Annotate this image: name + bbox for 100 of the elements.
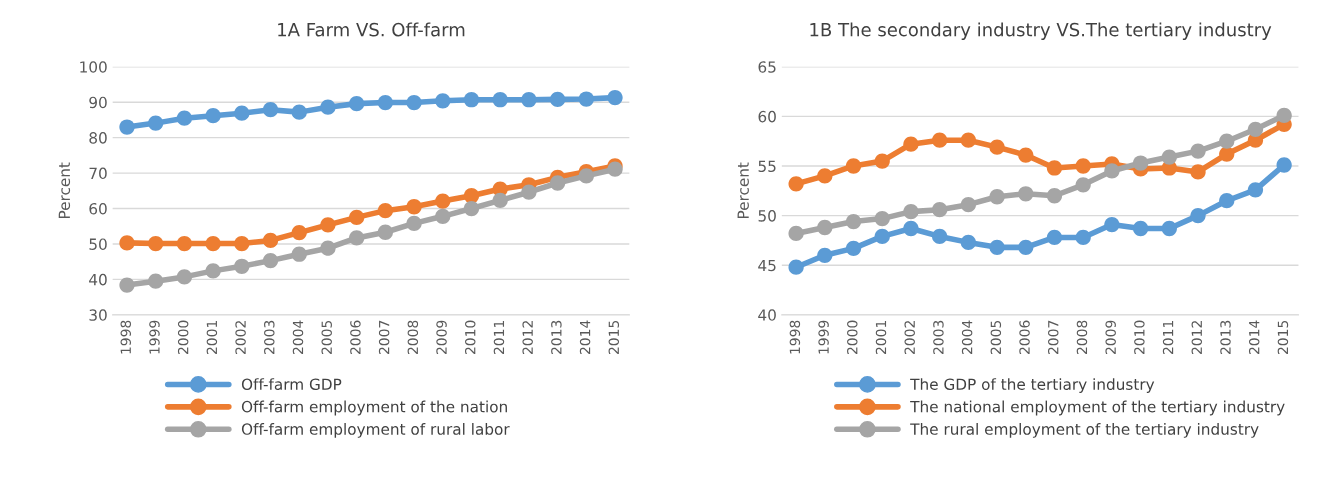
point: [435, 208, 451, 224]
point: [549, 175, 566, 191]
y-tick-label: 45: [758, 259, 776, 272]
point: [1046, 188, 1063, 204]
x-tick-label: 2009: [1105, 320, 1116, 355]
chart-title: 1B The secondary industry VS.The tertiary industry: [810, 22, 1272, 40]
point: [234, 235, 250, 252]
point: [788, 176, 804, 192]
point: [176, 110, 193, 126]
x-tick-label: 2014: [1248, 320, 1260, 355]
point: [234, 258, 250, 274]
point: [1132, 155, 1149, 171]
point: [1075, 229, 1091, 246]
point: [1104, 163, 1120, 179]
point: [377, 94, 393, 111]
point: [435, 93, 451, 109]
point: [845, 158, 862, 174]
x-tick-label: 2008: [407, 320, 419, 355]
x-tick-label: 2013: [1220, 320, 1231, 355]
y-tick-label: 40: [758, 309, 776, 321]
point: [1132, 220, 1149, 237]
x-tick-label: 2009: [436, 320, 447, 355]
x-tick-label: 2005: [990, 320, 1002, 355]
point: [1219, 133, 1235, 149]
x-tick-label: 2011: [1162, 320, 1174, 355]
y-tick-label: 55: [758, 160, 776, 173]
point: [1219, 146, 1235, 162]
point: [119, 119, 135, 135]
point: [989, 139, 1005, 155]
legend-label: Off-farm GDP: [241, 378, 342, 390]
y-tick-label: 60: [89, 202, 107, 215]
x-tick-label: 2000: [847, 320, 858, 355]
point: [148, 273, 164, 289]
x-tick-label: 2000: [177, 320, 189, 355]
legend-label: Off-farm employment of rural labor: [241, 423, 510, 438]
point: [463, 200, 480, 217]
point: [320, 99, 336, 115]
point: [377, 203, 393, 219]
x-tick-label: 2001: [875, 320, 887, 355]
point: [1190, 143, 1206, 159]
point: [1276, 107, 1292, 124]
y-tick-label: 65: [758, 61, 776, 73]
point: [989, 239, 1005, 255]
x-tick-label: 2006: [350, 320, 361, 355]
point: [521, 184, 537, 200]
x-tick-label: 2010: [1134, 320, 1145, 355]
y-tick-label: 70: [89, 167, 107, 180]
point: [960, 132, 976, 148]
point: [1018, 147, 1034, 163]
point: [205, 108, 221, 124]
x-tick-label: 2015: [1277, 320, 1289, 355]
point: [119, 235, 135, 251]
point: [817, 247, 833, 263]
point: [874, 210, 890, 227]
point: [119, 277, 135, 293]
point: [845, 213, 862, 230]
point: [291, 104, 307, 120]
point: [1219, 193, 1235, 209]
y-tick-label: 30: [89, 309, 107, 321]
x-tick-label: 2005: [321, 320, 332, 355]
point: [874, 153, 890, 169]
x-tick-label: 2015: [608, 320, 620, 355]
y-tick-label: 50: [89, 238, 107, 250]
point: [205, 235, 221, 252]
point: [148, 115, 164, 131]
point: [521, 92, 537, 108]
x-tick-label: 2007: [378, 320, 390, 355]
point: [874, 228, 890, 245]
point: [549, 91, 566, 108]
x-tick-label: 2013: [551, 320, 562, 355]
point: [205, 263, 221, 279]
point: [262, 232, 279, 249]
point: [492, 192, 508, 209]
point: [817, 168, 833, 184]
x-tick-label: 2002: [904, 321, 915, 355]
point: [932, 132, 948, 148]
y-tick-label: 90: [89, 96, 107, 109]
legend-label: Off-farm employment of the nation: [241, 400, 507, 416]
point: [607, 89, 623, 106]
y-tick-label: 60: [758, 110, 776, 123]
point: [435, 193, 451, 209]
point: [349, 95, 365, 112]
y-axis-title: Percent: [58, 162, 71, 219]
x-tick-label: 2012: [1191, 321, 1203, 355]
x-tick-label: 1998: [789, 320, 801, 354]
point: [903, 204, 919, 220]
point: [262, 252, 279, 269]
point: [1190, 164, 1206, 180]
point: [1018, 186, 1034, 202]
y-tick-label: 40: [89, 273, 107, 286]
x-tick-label: 2006: [1019, 320, 1030, 355]
point: [1276, 157, 1292, 173]
x-tick-label: 2014: [579, 320, 591, 355]
y-tick-label: 100: [80, 61, 107, 73]
x-tick-label: 2007: [1048, 320, 1059, 355]
point: [320, 240, 336, 256]
point: [1075, 158, 1091, 174]
point: [960, 197, 976, 213]
point: [406, 215, 422, 232]
x-tick-label: 1999: [818, 320, 829, 354]
